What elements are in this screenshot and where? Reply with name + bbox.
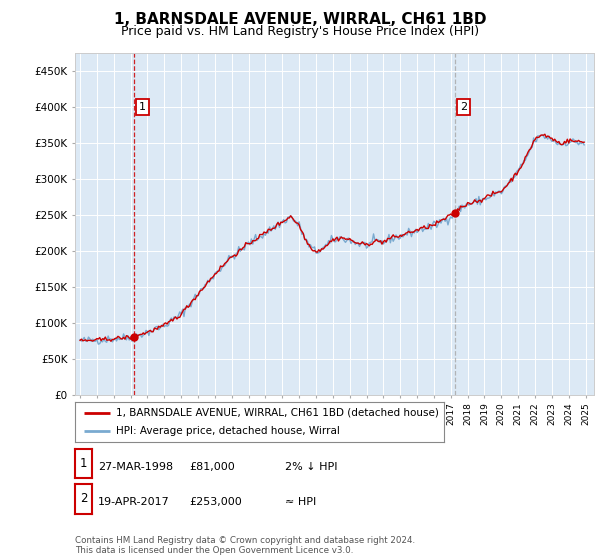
Text: 19-APR-2017: 19-APR-2017 xyxy=(98,497,170,507)
Text: 2: 2 xyxy=(80,492,87,506)
Text: This data is licensed under the Open Government Licence v3.0.: This data is licensed under the Open Gov… xyxy=(75,547,353,556)
Text: 1, BARNSDALE AVENUE, WIRRAL, CH61 1BD (detached house): 1, BARNSDALE AVENUE, WIRRAL, CH61 1BD (d… xyxy=(116,408,439,418)
Text: Contains HM Land Registry data © Crown copyright and database right 2024.: Contains HM Land Registry data © Crown c… xyxy=(75,536,415,545)
Text: 1: 1 xyxy=(80,456,87,470)
Text: 27-MAR-1998: 27-MAR-1998 xyxy=(98,461,173,472)
Text: 1, BARNSDALE AVENUE, WIRRAL, CH61 1BD: 1, BARNSDALE AVENUE, WIRRAL, CH61 1BD xyxy=(114,12,486,27)
Text: ≈ HPI: ≈ HPI xyxy=(285,497,316,507)
Text: £81,000: £81,000 xyxy=(189,461,235,472)
Text: 2% ↓ HPI: 2% ↓ HPI xyxy=(285,461,337,472)
Text: 2: 2 xyxy=(460,102,467,112)
Text: HPI: Average price, detached house, Wirral: HPI: Average price, detached house, Wirr… xyxy=(116,426,340,436)
Text: £253,000: £253,000 xyxy=(189,497,242,507)
Text: Price paid vs. HM Land Registry's House Price Index (HPI): Price paid vs. HM Land Registry's House … xyxy=(121,25,479,38)
Text: 1: 1 xyxy=(139,102,146,112)
